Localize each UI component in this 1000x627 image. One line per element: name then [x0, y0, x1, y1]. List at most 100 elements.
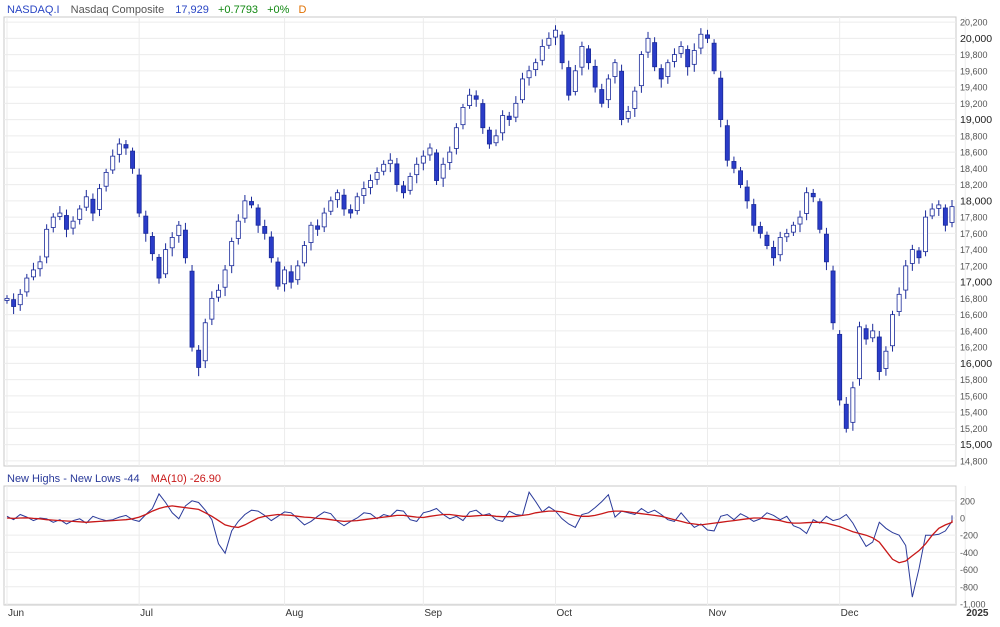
candle [599, 83, 605, 108]
candle-body [196, 349, 202, 368]
candle-body [586, 48, 591, 64]
candle [169, 232, 175, 257]
candle-body [169, 237, 175, 249]
candle [553, 25, 558, 46]
candle [149, 232, 155, 261]
price-tick-label: 18,000 [960, 195, 992, 207]
candle [176, 221, 182, 243]
candle-body [110, 155, 116, 171]
candle [685, 45, 691, 76]
candle [619, 64, 625, 126]
month-label: Jul [140, 608, 153, 619]
candle-body [592, 65, 598, 88]
candle [394, 157, 400, 192]
candle-body [553, 29, 558, 38]
candle [698, 28, 704, 55]
candle-body [876, 336, 882, 372]
indicator-series [6, 491, 953, 598]
candle-body [50, 216, 56, 228]
candle-body [143, 215, 149, 234]
candle [718, 71, 724, 128]
candle-body [751, 204, 757, 226]
candle [401, 180, 406, 199]
candle-body [381, 163, 387, 172]
candle-body [599, 89, 605, 104]
header-line: NASDAQ.I Nasdaq Composite 17,929 +0.7793… [7, 4, 307, 16]
candle-body [797, 216, 803, 225]
candle-body [520, 78, 525, 101]
price-grid [4, 17, 966, 466]
candle [268, 231, 274, 263]
candle-body [850, 387, 856, 423]
candle-body [156, 256, 162, 279]
candle [315, 219, 321, 236]
candle-body [830, 270, 836, 324]
candle-body [447, 151, 453, 163]
candle-body [301, 245, 307, 264]
candle-body [341, 194, 347, 210]
price-tick-label: 15,000 [960, 439, 992, 451]
price-change: +0.7793 [218, 4, 258, 16]
candle-body [453, 127, 459, 149]
candle [123, 140, 129, 155]
candle [387, 153, 393, 173]
candle-body [163, 249, 169, 275]
candle-body [368, 180, 373, 188]
candle [50, 213, 56, 233]
indicator-tick-label: -200 [960, 531, 978, 541]
candle [64, 209, 69, 238]
candle-body [619, 70, 625, 120]
candle [876, 330, 882, 381]
symbol-label[interactable]: NASDAQ.I [7, 4, 60, 16]
candle-body [249, 201, 254, 206]
candle-body [374, 172, 380, 180]
candle [301, 241, 307, 267]
candle [612, 59, 618, 84]
candle-body [863, 328, 869, 340]
candle-body [401, 185, 406, 194]
candle [837, 330, 843, 406]
candle-body [837, 333, 843, 401]
candle-body [440, 163, 446, 179]
candle-body [705, 34, 710, 39]
candlestick-series [4, 25, 955, 433]
candle [216, 284, 221, 302]
candle-body [896, 293, 902, 312]
price-tick-label: 18,400 [960, 164, 988, 174]
candle-body [526, 70, 532, 79]
price-tick-label: 17,400 [960, 245, 988, 255]
candle [916, 247, 922, 264]
candle-body [136, 174, 142, 214]
candle-body [64, 215, 69, 230]
candle [579, 41, 585, 76]
price-tick-label: 15,200 [960, 424, 988, 434]
candle [572, 64, 578, 96]
month-label: Aug [286, 608, 304, 619]
indicator-tick-label: -400 [960, 548, 978, 558]
candle [757, 221, 763, 239]
price-tick-label: 17,600 [960, 229, 988, 239]
candle [896, 287, 902, 317]
candle [341, 188, 347, 216]
candle-body [731, 161, 737, 169]
indicator-panel-frame [3, 485, 957, 606]
period-selector[interactable]: D [299, 4, 307, 16]
candle-body [942, 207, 948, 226]
candle-body [116, 143, 122, 155]
candle [850, 381, 856, 431]
candle [434, 149, 439, 186]
candle [830, 265, 836, 330]
price-tick-label: 16,200 [960, 343, 988, 353]
price-tick-label: 16,800 [960, 294, 988, 304]
candle [797, 210, 803, 233]
month-label: Dec [841, 608, 859, 619]
price-tick-label: 17,800 [960, 213, 988, 223]
candle-body [771, 246, 777, 259]
candle-body [123, 144, 129, 149]
price-tick-label: 18,800 [960, 131, 988, 141]
month-label: Jun [8, 608, 24, 619]
candle [90, 193, 96, 222]
candle-body [4, 297, 10, 301]
candle-body [678, 46, 684, 54]
